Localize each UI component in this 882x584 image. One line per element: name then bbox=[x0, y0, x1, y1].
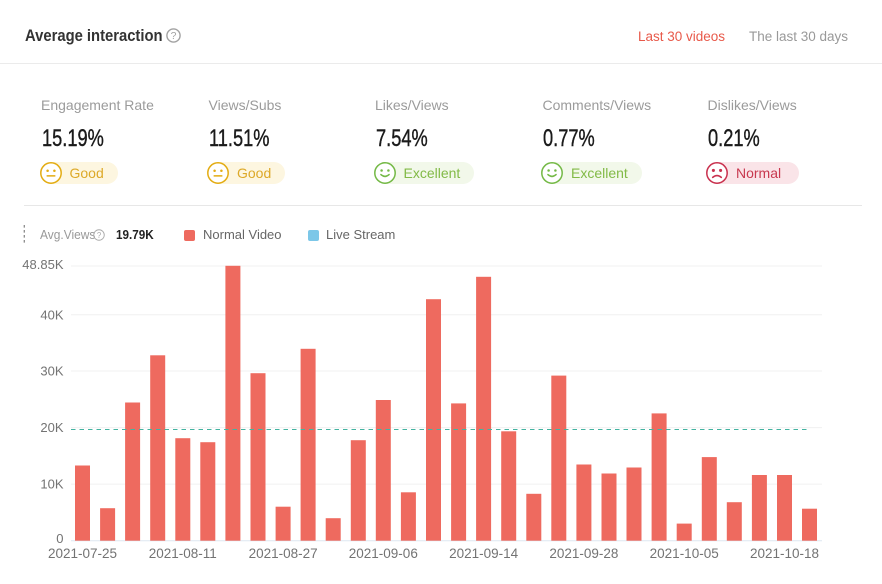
svg-text:2021-09-06: 2021-09-06 bbox=[349, 546, 418, 561]
svg-text:48.85K: 48.85K bbox=[22, 257, 64, 272]
svg-text:2021-09-14: 2021-09-14 bbox=[449, 546, 519, 561]
svg-text:0: 0 bbox=[56, 531, 63, 546]
svg-text:?: ? bbox=[97, 230, 102, 239]
svg-text:2021-10-05: 2021-10-05 bbox=[650, 546, 719, 561]
svg-text:30K: 30K bbox=[40, 364, 63, 379]
svg-text:20K: 20K bbox=[40, 420, 63, 435]
svg-text:2021-09-28: 2021-09-28 bbox=[549, 546, 618, 561]
svg-text:2021-07-25: 2021-07-25 bbox=[48, 546, 117, 561]
svg-text:2021-08-11: 2021-08-11 bbox=[149, 546, 217, 561]
svg-text:?: ? bbox=[170, 30, 176, 42]
svg-text:10K: 10K bbox=[40, 477, 63, 492]
svg-text:2021-10-18: 2021-10-18 bbox=[750, 546, 819, 561]
svg-text:40K: 40K bbox=[40, 307, 63, 322]
svg-text:2021-08-27: 2021-08-27 bbox=[249, 546, 318, 561]
